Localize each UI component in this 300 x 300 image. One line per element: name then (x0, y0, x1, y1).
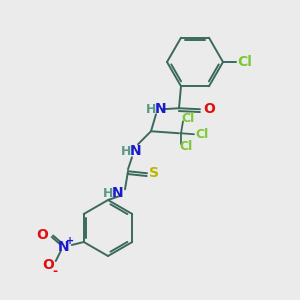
Text: -: - (52, 265, 57, 278)
Text: H: H (121, 145, 131, 158)
Text: S: S (149, 166, 159, 180)
Text: N: N (130, 144, 142, 158)
Text: N: N (112, 186, 124, 200)
Text: N: N (58, 240, 70, 254)
Text: H: H (103, 187, 113, 200)
Text: Cl: Cl (181, 112, 194, 125)
Text: O: O (42, 258, 54, 272)
Text: Cl: Cl (237, 55, 252, 69)
Text: O: O (203, 102, 215, 116)
Text: Cl: Cl (179, 140, 192, 153)
Text: H: H (146, 103, 156, 116)
Text: +: + (66, 236, 74, 246)
Text: Cl: Cl (195, 128, 208, 141)
Text: N: N (155, 102, 166, 116)
Text: O: O (36, 228, 48, 242)
